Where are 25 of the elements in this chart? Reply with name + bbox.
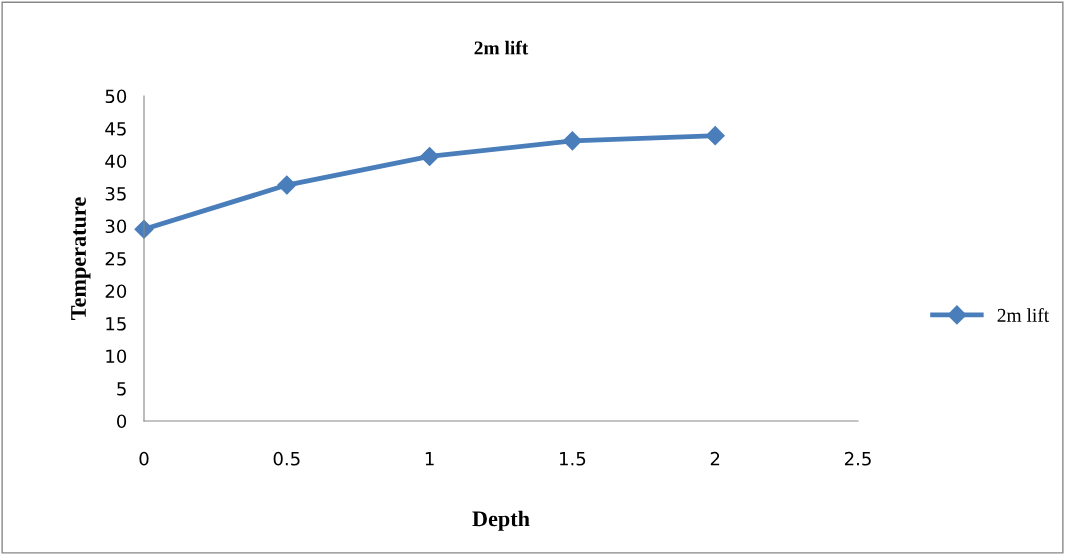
- x-tick-label: 2.5: [844, 451, 871, 466]
- point: [277, 175, 297, 195]
- point: [562, 131, 582, 151]
- x-axis-title: Depth: [472, 510, 530, 531]
- y-tick-label: 20: [105, 284, 127, 299]
- y-tick-label: 25: [105, 251, 126, 266]
- x-tick-label: 2: [710, 451, 720, 466]
- y-tick-label: 35: [105, 186, 126, 201]
- x-tick-label: 0: [139, 451, 149, 466]
- x-tick-label: 1: [425, 452, 434, 466]
- point: [705, 126, 725, 146]
- chart-title: 2m lift: [474, 40, 529, 55]
- legend-label: 2m lift: [997, 308, 1050, 322]
- y-tick-label: 45: [105, 122, 126, 136]
- y-tick-label: 30: [105, 219, 127, 234]
- x-tick-label: 1.5: [560, 452, 586, 466]
- y-tick-label: 5: [117, 382, 126, 396]
- y-tick-label: 40: [105, 154, 127, 169]
- y-tick-label: 50: [105, 89, 127, 104]
- y-tick-label: 0: [117, 414, 127, 429]
- y-axis-title: Temperature: [71, 197, 91, 320]
- y-tick-label: 10: [106, 349, 127, 364]
- y-tick-label: 15: [106, 317, 126, 331]
- x-tick-label: 0.5: [273, 451, 300, 466]
- point: [420, 146, 440, 166]
